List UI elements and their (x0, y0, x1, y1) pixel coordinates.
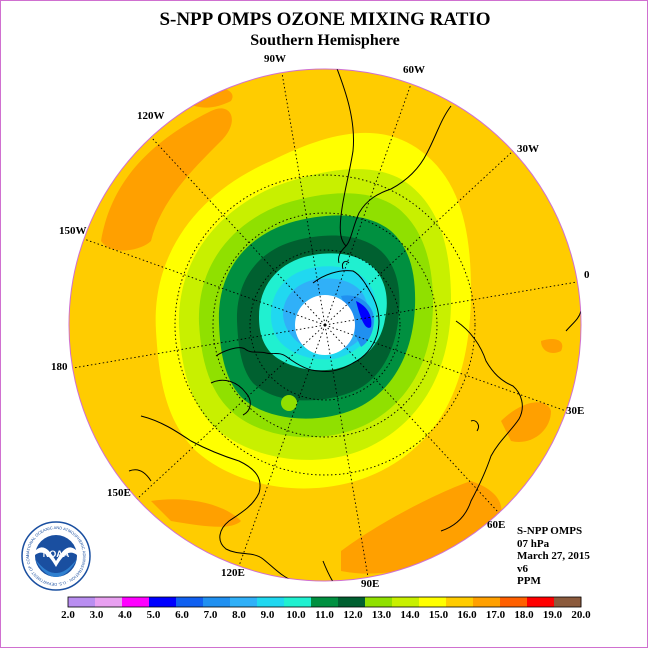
latitude-circle-50 (174, 174, 476, 476)
colorbar-tick-label: 2.0 (61, 609, 75, 621)
meridian-90e (324, 324, 369, 578)
colorbar-tick-label: 16.0 (457, 609, 477, 621)
lon-label-30e: 30E (566, 405, 585, 417)
colorbar-tick-label: 9.0 (260, 609, 275, 621)
colorbar-tick-label: 4.0 (118, 609, 132, 621)
coastline-antarctic-peninsula (342, 260, 350, 270)
meridian-180 (72, 324, 326, 369)
colorbar-tick-label: 20.0 (571, 609, 591, 621)
field-patch-orange-e (501, 402, 551, 442)
lon-label-30w: 30W (517, 143, 539, 155)
latitude-circle-60 (212, 212, 438, 438)
info-block: S-NPP OMPS 07 hPa March 27, 2015 v6 PPM (517, 525, 590, 588)
lon-label-90w: 90W (264, 53, 286, 65)
colorbar-tick-label: 6.0 (175, 609, 189, 621)
lon-label-90e: 90E (361, 578, 380, 590)
info-level: 07 hPa (517, 537, 550, 550)
info-instrument: S-NPP OMPS (517, 525, 583, 537)
meridian-150w (83, 238, 326, 326)
colorbar-tick-label: 17.0 (485, 609, 506, 621)
band-13-spot (281, 395, 297, 411)
coastline-africa-east (565, 310, 581, 332)
colorbar-tick-label: 18.0 (514, 609, 534, 621)
coastline-islands-w (128, 469, 152, 482)
logo-text: NOAA (43, 549, 70, 559)
field-patch-orange-sw (151, 499, 241, 527)
info-date: March 27, 2015 (517, 550, 590, 562)
meridian-90w (281, 72, 326, 326)
meridian-60w (324, 83, 412, 326)
logo-inner-circle (35, 535, 77, 577)
meridian-60e (324, 324, 500, 514)
colorbar-tick-label: 7.0 (203, 609, 218, 621)
coastline-australia (140, 415, 294, 581)
colorbar-tick-label: 15.0 (428, 609, 449, 621)
band-5 (356, 301, 372, 328)
noaa-logo: NATIONAL OCEANIC AND ATMOSPHERIC ADMINIS… (21, 521, 91, 591)
field-patch-orange-nw (101, 108, 232, 251)
meridian-150e (136, 324, 326, 500)
coastline-africa (440, 320, 523, 532)
map-subtitle: Southern Hemisphere (250, 32, 400, 49)
colorbar-tick-label: 3.0 (89, 609, 104, 621)
lon-label-60w: 60W (403, 64, 425, 76)
meridian-30e (324, 324, 567, 412)
coastlines (128, 69, 581, 581)
colorbar-tick-label: 19.0 (542, 609, 563, 621)
info-units: PPM (517, 575, 541, 587)
coastline-antarctica (215, 270, 380, 372)
meridian-120e (238, 324, 326, 567)
coastline-new-zealand (210, 379, 251, 416)
colorbar-tick-label: 5.0 (146, 609, 161, 621)
colorbar-tick-label: 12.0 (343, 609, 363, 621)
lon-label-150e: 150E (107, 487, 131, 499)
lon-label-120w: 120W (137, 110, 165, 122)
colorbar-tick-label: 14.0 (400, 609, 420, 621)
lon-label-60e: 60E (487, 519, 506, 531)
field-patch-orange-n (171, 85, 233, 108)
coastline-south-america (333, 69, 452, 247)
meridian-0 (324, 281, 578, 326)
coastline-tail (322, 560, 336, 581)
graticule (72, 72, 578, 578)
colorbar-tick-label: 10.0 (286, 609, 306, 621)
colorbar-tick-label: 13.0 (371, 609, 392, 621)
field-patch-orange-s (341, 481, 502, 574)
colorbar-tick-label: 8.0 (232, 609, 246, 621)
lon-label-0: 0 (584, 269, 590, 281)
coastline-tierra-del-fuego (338, 245, 347, 264)
map-title: S-NPP OMPS OZONE MIXING RATIO (159, 9, 491, 30)
logo-seagull-icon (35, 547, 77, 567)
latitude-circle-70 (249, 249, 401, 401)
coastline-madagascar (470, 420, 479, 432)
map-boundary (68, 68, 582, 582)
meridian-120w (150, 136, 326, 326)
lon-label-150w: 150W (59, 225, 87, 237)
south-pole-marker (323, 323, 327, 327)
colorbar-tick-label: 11.0 (315, 609, 334, 621)
logo-wave-icon (35, 559, 77, 577)
lon-label-180: 180 (51, 361, 68, 373)
lon-label-120e: 120E (221, 567, 245, 579)
meridian-30w (324, 150, 514, 326)
info-version: v6 (517, 562, 528, 575)
field-patch-orange-e2 (541, 339, 563, 353)
